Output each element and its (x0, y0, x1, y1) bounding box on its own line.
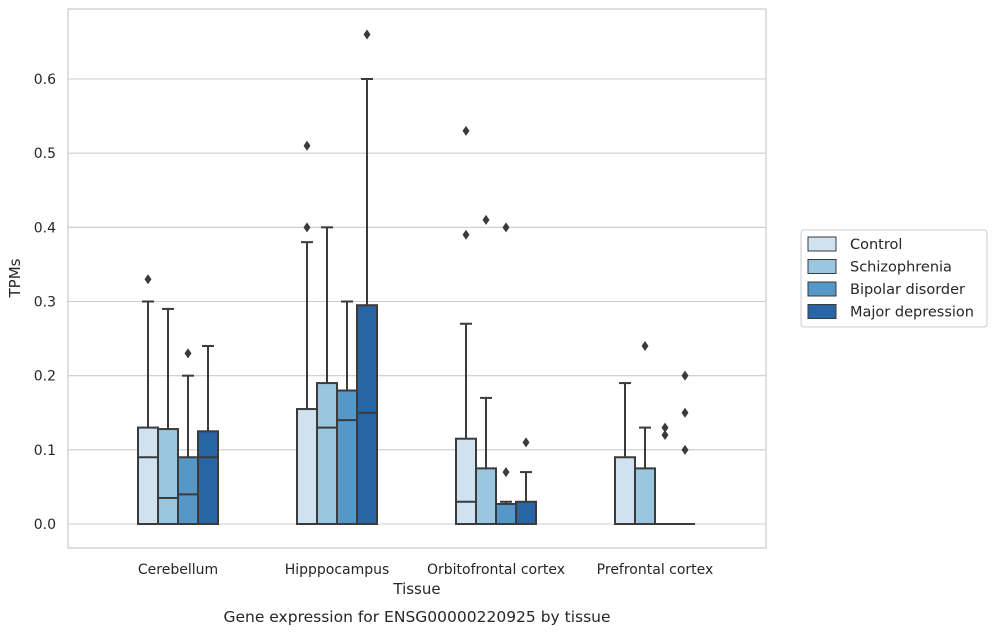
y-tick-label: 0.0 (34, 517, 56, 533)
outlier-point (502, 222, 510, 233)
outlier-point (144, 274, 152, 285)
x-tick-labels: Cerebellum Hipppocampus Orbitofrontal cort… (138, 562, 713, 578)
box-body (515, 500, 537, 525)
y-tick-label: 0.3 (34, 295, 56, 311)
box-control (614, 382, 636, 525)
legend-label: Control (850, 237, 902, 253)
box-body (356, 304, 378, 526)
y-tick-label: 0.4 (34, 220, 56, 236)
box-control (455, 125, 477, 526)
box-body (614, 456, 636, 525)
y-tick-label: 0.6 (34, 72, 56, 88)
legend-swatch (807, 281, 837, 297)
box-groups (137, 29, 695, 526)
box-body (197, 430, 219, 525)
box-body (157, 428, 179, 526)
legend-label: Bipolar disorder (850, 282, 965, 298)
y-tick-labels: 0.0 0.1 0.2 0.3 0.4 0.5 0.6 (34, 72, 56, 533)
x-tick-label: Prefrontal cortex (597, 562, 714, 578)
box-body (177, 456, 199, 525)
outlier-point (641, 341, 649, 351)
box-major-depression (356, 29, 378, 526)
y-tick-label: 0.1 (34, 443, 56, 459)
box-bipolar-disorder (336, 300, 358, 525)
x-tick-label: Orbitofrontal cortex (427, 562, 565, 578)
box-body (495, 502, 517, 526)
legend: Control Schizophrenia Bipolar disorder Majo… (800, 229, 988, 328)
x-tick-label: Cerebellum (138, 562, 218, 578)
box-schizophrenia (475, 214, 497, 525)
outlier-point (502, 467, 510, 478)
outlier-point (303, 222, 311, 233)
outlier-point (522, 437, 530, 448)
box-body (137, 426, 159, 526)
outlier-point (184, 348, 192, 359)
outlier-point (661, 422, 669, 433)
legend-frame (800, 229, 988, 328)
legend-swatch (807, 236, 837, 252)
y-axis-title: TPMs (6, 258, 24, 298)
box-major-depression (197, 345, 219, 525)
box-body (296, 408, 318, 525)
outlier-point (462, 125, 470, 136)
y-tick-label: 0.5 (34, 146, 56, 162)
legend-swatch (807, 259, 837, 274)
outlier-point (681, 444, 689, 455)
box-body (455, 437, 477, 526)
box-control (137, 274, 159, 526)
outlier-point (462, 229, 470, 240)
x-tick-label: Hipppocampus (285, 562, 390, 578)
box-bipolar-disorder (655, 422, 675, 525)
outlier-point (363, 29, 371, 40)
box-schizophrenia (634, 341, 656, 525)
legend-label: Major depression (850, 305, 974, 321)
legend-swatch (807, 304, 837, 319)
box-major-depression (515, 437, 537, 525)
outlier-point (661, 430, 669, 440)
chart-caption: Gene expression for ENSG00000220925 by t… (223, 608, 610, 626)
legend-label: Schizophrenia (850, 260, 952, 276)
outlier-point (681, 407, 689, 418)
plot-frame (67, 8, 767, 549)
box-body (634, 467, 656, 525)
outlier-point (681, 370, 689, 381)
x-axis-title: Tissue (392, 580, 440, 598)
box-body (316, 382, 338, 526)
box-major-depression (675, 370, 695, 525)
outlier-point (303, 140, 311, 151)
box-body (475, 467, 497, 525)
outlier-point (482, 214, 490, 225)
box-body (336, 389, 358, 525)
y-tick-label: 0.2 (34, 369, 56, 385)
